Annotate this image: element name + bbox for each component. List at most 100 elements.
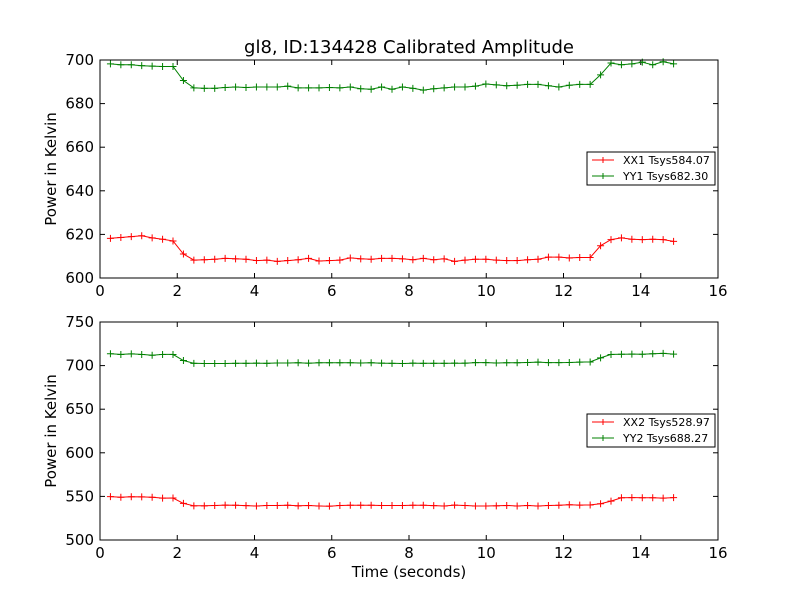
data-point-yy2	[263, 359, 271, 367]
data-point-yy1	[555, 83, 563, 91]
data-point-yy2	[200, 360, 208, 368]
data-point-yy1	[315, 84, 323, 92]
data-point-xx1	[273, 257, 281, 265]
data-point-yy2	[138, 350, 146, 358]
data-point-yy2	[346, 359, 354, 367]
data-point-yy1	[336, 84, 344, 92]
data-point-yy2	[492, 359, 500, 367]
data-point-xx1	[503, 257, 511, 265]
data-point-xx1	[451, 257, 459, 265]
data-point-yy1	[492, 81, 500, 89]
data-point-yy2	[169, 350, 177, 358]
bottom-legend: XX2 Tsys528.97 YY2 Tsys688.27	[586, 413, 716, 448]
bottom-y-axis-label: Power in Kelvin	[42, 374, 60, 488]
data-point-xx2	[127, 493, 135, 501]
data-point-yy2	[367, 359, 375, 367]
data-point-xx1	[242, 255, 250, 263]
data-point-xx1	[179, 250, 187, 258]
data-point-yy1	[138, 62, 146, 70]
data-point-yy1	[440, 84, 448, 92]
data-point-xx1	[544, 253, 552, 261]
data-point-yy2	[211, 360, 219, 368]
top-y-tick-label: 640	[65, 182, 94, 200]
bottom-ticks: 0 2 4 6 8 10 12 14 16 500 550 600 650 700 750	[65, 313, 727, 562]
data-point-xx1	[586, 254, 594, 262]
data-point-xx2	[398, 501, 406, 509]
data-point-yy2	[617, 350, 625, 358]
data-point-xx2	[305, 501, 313, 509]
data-point-yy1	[398, 83, 406, 91]
data-point-yy2	[451, 359, 459, 367]
data-point-yy2	[440, 359, 448, 367]
data-point-xx1	[440, 255, 448, 263]
data-point-xx1	[169, 237, 177, 245]
x-axis-label: Time (seconds)	[351, 563, 467, 581]
bottom-legend-label-xx2: XX2 Tsys528.97	[623, 416, 710, 429]
data-point-xx1	[117, 233, 125, 241]
data-point-yy2	[659, 349, 667, 357]
data-point-xx1	[597, 242, 605, 250]
data-point-xx1	[513, 257, 521, 265]
bottom-x-tick-label: 10	[477, 544, 496, 562]
data-point-yy2	[159, 350, 167, 358]
top-legend: XX1 Tsys584.07 YY1 Tsys682.30	[586, 151, 716, 186]
bottom-legend-marker-yy2	[600, 435, 606, 441]
data-point-yy1	[461, 83, 469, 91]
data-point-yy1	[357, 85, 365, 93]
bottom-legend-label-yy2: YY2 Tsys688.27	[622, 432, 708, 445]
data-point-xx2	[440, 502, 448, 510]
data-point-xx1	[482, 255, 490, 263]
data-point-yy2	[513, 359, 521, 367]
data-point-yy1	[471, 82, 479, 90]
data-point-yy1	[179, 76, 187, 84]
top-x-tick-label: 0	[95, 282, 105, 300]
data-point-xx2	[670, 494, 678, 502]
data-point-yy1	[534, 80, 542, 88]
bottom-legend-marker-xx2	[600, 419, 606, 425]
data-point-xx1	[565, 254, 573, 262]
data-point-xx2	[294, 502, 302, 510]
data-point-xx1	[138, 232, 146, 240]
data-point-yy1	[211, 84, 219, 92]
data-point-xx1	[106, 234, 114, 242]
data-point-yy1	[200, 84, 208, 92]
top-y-tick-label: 680	[65, 95, 94, 113]
top-y-tick-label: 660	[65, 138, 94, 156]
top-legend-label-xx1: XX1 Tsys584.07	[623, 154, 710, 167]
data-point-yy1	[576, 80, 584, 88]
data-point-yy1	[482, 80, 490, 88]
data-point-yy1	[273, 83, 281, 91]
data-point-xx1	[461, 256, 469, 264]
data-point-xx2	[273, 501, 281, 509]
data-point-xx1	[555, 253, 563, 261]
data-point-yy1	[325, 83, 333, 91]
data-point-yy1	[127, 61, 135, 69]
data-point-yy1	[586, 80, 594, 88]
bottom-x-tick-label: 14	[631, 544, 650, 562]
top-x-tick-label: 4	[250, 282, 260, 300]
data-point-xx1	[430, 256, 438, 264]
data-point-xx2	[159, 494, 167, 502]
data-point-yy1	[106, 60, 114, 68]
data-point-yy2	[252, 359, 260, 367]
top-x-tick-label: 2	[172, 282, 182, 300]
data-point-xx2	[513, 502, 521, 510]
data-point-xx1	[346, 254, 354, 262]
data-point-xx1	[263, 256, 271, 264]
data-point-xx2	[565, 501, 573, 509]
data-point-yy1	[524, 80, 532, 88]
data-point-yy1	[503, 82, 511, 90]
data-point-xx1	[492, 256, 500, 264]
data-point-yy2	[597, 354, 605, 362]
top-x-tick-label: 10	[477, 282, 496, 300]
data-point-yy1	[430, 85, 438, 93]
data-point-xx2	[482, 502, 490, 510]
data-point-yy2	[670, 350, 678, 358]
data-point-xx2	[544, 501, 552, 509]
data-point-xx1	[148, 234, 156, 242]
data-point-yy1	[367, 85, 375, 93]
data-point-xx2	[492, 502, 500, 510]
data-point-yy2	[127, 350, 135, 358]
data-point-xx2	[576, 501, 584, 509]
